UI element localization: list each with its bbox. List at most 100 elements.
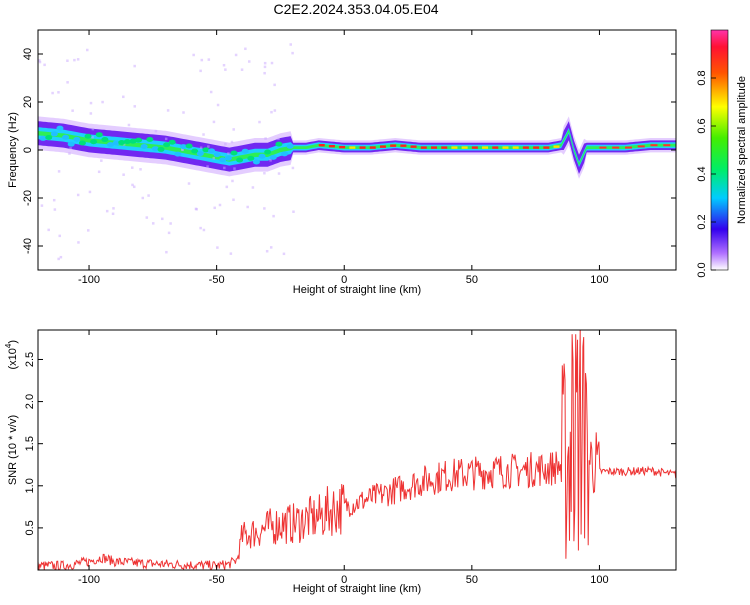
spectrogram-y-tick-label: 0	[22, 147, 34, 153]
spectrogram-speckle	[223, 166, 226, 170]
spectrogram-blob	[241, 148, 249, 154]
spectrogram-speckle	[69, 147, 72, 150]
spectrogram-speckle	[100, 159, 103, 162]
spectrogram-peak	[492, 146, 499, 149]
spectrogram-speckle	[111, 212, 115, 216]
spectrogram-speckle	[66, 59, 69, 62]
spectrogram-speckle	[273, 109, 277, 112]
spectrogram-speckle	[227, 152, 230, 155]
spectrogram-blob	[191, 148, 199, 154]
spectrogram-blob	[168, 139, 176, 145]
spectrogram-speckle	[216, 246, 219, 249]
spectrogram-speckle	[71, 109, 74, 112]
spectrogram-speckle	[233, 167, 236, 170]
spectrogram-x-tick-label: 0	[341, 274, 347, 286]
spectrogram-speckle	[216, 103, 220, 107]
spectrogram-speckle	[91, 136, 94, 139]
spectrogram-peak	[663, 144, 671, 147]
spectrogram-speckle	[195, 208, 198, 211]
spectrogram-blob	[179, 144, 187, 150]
spectrogram-speckle	[52, 198, 56, 202]
spectrogram-speckle	[57, 170, 61, 173]
spectrogram-peak	[390, 144, 397, 147]
snr-x-tick-label: 0	[341, 574, 347, 586]
spectrogram-x-tick-label: -50	[209, 274, 225, 286]
spectrogram-blob	[129, 138, 137, 144]
colorbar-tick-label: 0.4	[696, 166, 708, 181]
spectrogram-speckle	[154, 129, 158, 133]
spectrogram-blob	[78, 140, 86, 146]
spectrogram-speckle	[251, 186, 255, 189]
spectrogram-y-axis-label: Frequency (Hz)	[7, 112, 19, 188]
spectrogram-speckle	[73, 58, 76, 62]
spectrogram-x-axis-label: Height of straight line (km)	[293, 284, 421, 296]
spectrogram-peak	[482, 146, 489, 149]
spectrogram-speckle	[269, 159, 272, 162]
spectrogram-speckle	[207, 145, 210, 148]
colorbar-tick-label: 0.8	[696, 70, 708, 85]
spectrogram-speckle	[165, 250, 168, 254]
spectrogram-blob	[157, 146, 165, 152]
spectrogram-peak	[400, 144, 407, 147]
spectrogram-speckle	[224, 68, 227, 71]
spectrogram-peak	[431, 146, 438, 149]
spectrogram-blob	[95, 132, 103, 138]
spectrogram-y-ticks: -40 -20 0 20 40	[22, 48, 676, 254]
spectrogram-speckle	[145, 216, 149, 219]
spectrogram-speckle	[234, 53, 238, 57]
spectrogram-speckle	[181, 148, 184, 152]
spectrogram-blob	[67, 141, 75, 147]
spectrogram-speckle	[122, 173, 125, 176]
spectrogram-speckle	[58, 234, 61, 238]
spectrogram-speckle	[76, 193, 80, 197]
spectrogram-speckle	[47, 228, 50, 232]
spectrogram-speckle	[231, 179, 234, 183]
spectrogram-speckle	[187, 182, 191, 185]
spectrogram-speckle	[246, 205, 249, 209]
spectrogram-speckle	[277, 137, 280, 141]
spectrogram-speckle	[244, 47, 247, 51]
snr-frame	[37, 329, 677, 571]
spectrogram-blob	[213, 152, 221, 158]
spectrogram-speckle	[212, 156, 216, 160]
spectrogram-speckle	[273, 83, 276, 87]
spectrogram-x-tick-label: -100	[78, 274, 100, 286]
snr-panel: -100 -50 0 50 100 0.5 1.0 1.5 2.0 2.5 Height of …	[4, 329, 677, 595]
spectrogram-blob	[112, 140, 120, 146]
spectrogram-peak	[553, 145, 560, 148]
spectrogram-peak	[410, 145, 417, 148]
spectrogram-speckle	[199, 69, 202, 73]
spectrogram-speckle	[291, 166, 295, 170]
spectrogram-speckle	[57, 257, 60, 261]
spectrogram-speckle	[127, 123, 131, 127]
spectrogram-speckle	[167, 231, 171, 235]
snr-x-axis-label: Height of straight line (km)	[293, 583, 421, 595]
spectrogram-blob	[62, 134, 70, 140]
spectrogram-speckle	[270, 110, 273, 114]
spectrogram-peak	[359, 146, 366, 149]
spectrogram-peak	[599, 146, 607, 149]
spectrogram-blob	[135, 137, 143, 143]
spectrogram-peak	[543, 146, 550, 149]
spectrogram-blob	[90, 139, 98, 145]
spectrogram-speckle	[89, 101, 93, 105]
spectrogram-blob	[236, 157, 244, 163]
spectrogram-speckle	[232, 128, 235, 131]
spectrogram-blob	[286, 143, 294, 149]
spectrogram-peak	[451, 146, 458, 149]
spectrogram-speckle	[51, 91, 54, 95]
spectrogram-speckle	[272, 214, 275, 218]
spectrogram-speckle	[229, 252, 233, 255]
snr-y-tick-label: 1.0	[24, 478, 36, 493]
spectrogram-x-ticks: -100 -50 0 50 100	[78, 30, 609, 286]
spectrogram-blob	[73, 136, 81, 142]
colorbar-gradient	[710, 29, 729, 271]
figure-title: C2E2.2024.353.04.05.E04	[273, 1, 438, 17]
spectrogram-speckle	[225, 185, 229, 189]
spectrogram-speckle	[122, 95, 125, 99]
spectrogram-speckle	[101, 100, 104, 104]
spectrogram-speckle	[263, 207, 266, 210]
spectrogram-speckle	[59, 255, 63, 259]
spectrogram-speckle	[66, 81, 69, 84]
spectrogram-peak	[369, 146, 376, 149]
